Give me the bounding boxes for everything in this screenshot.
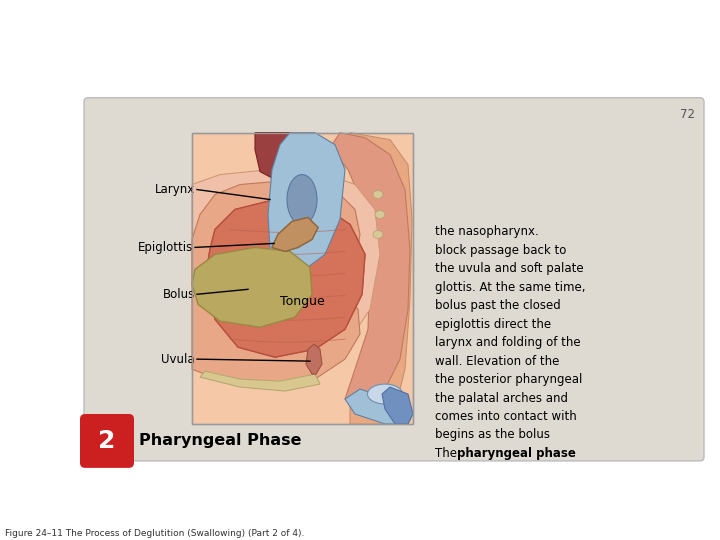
Text: Bolus: Bolus <box>163 288 195 301</box>
Polygon shape <box>272 218 318 252</box>
Text: begins as the bolus: begins as the bolus <box>435 428 550 442</box>
Text: Uvula: Uvula <box>161 353 195 366</box>
Text: the palatal arches and: the palatal arches and <box>435 392 568 404</box>
Text: glottis. At the same time,: glottis. At the same time, <box>435 281 585 294</box>
Text: comes into contact with: comes into contact with <box>435 410 577 423</box>
Text: Pharyngeal Phase: Pharyngeal Phase <box>139 434 302 448</box>
Polygon shape <box>200 371 320 391</box>
Text: the posterior pharyngeal: the posterior pharyngeal <box>435 373 582 386</box>
Polygon shape <box>192 181 360 389</box>
Polygon shape <box>340 133 412 424</box>
Polygon shape <box>205 199 365 357</box>
Polygon shape <box>306 344 322 374</box>
Text: Figure 24–11 The Process of Deglutition (Swallowing) (Part 2 of 4).: Figure 24–11 The Process of Deglutition … <box>5 529 305 538</box>
Polygon shape <box>192 170 380 377</box>
Polygon shape <box>192 247 312 327</box>
Text: Tongue: Tongue <box>279 295 325 308</box>
Polygon shape <box>268 133 345 269</box>
Text: Larynx: Larynx <box>155 183 195 196</box>
Text: the nasopharynx.: the nasopharynx. <box>435 226 539 239</box>
FancyBboxPatch shape <box>84 98 704 461</box>
Text: bolus past the closed: bolus past the closed <box>435 299 561 312</box>
Text: Epiglottis: Epiglottis <box>138 241 193 254</box>
Text: 72: 72 <box>680 108 695 121</box>
Text: wall. Elevation of the: wall. Elevation of the <box>435 355 559 368</box>
Polygon shape <box>345 389 408 424</box>
Ellipse shape <box>373 191 383 199</box>
Text: The: The <box>435 447 461 460</box>
Text: epiglottis direct the: epiglottis direct the <box>435 318 551 330</box>
Ellipse shape <box>373 231 383 239</box>
Polygon shape <box>330 133 410 404</box>
FancyBboxPatch shape <box>80 414 134 468</box>
Polygon shape <box>255 133 295 180</box>
Text: block passage back to: block passage back to <box>435 244 567 257</box>
Polygon shape <box>205 199 365 357</box>
Text: 2: 2 <box>99 429 116 453</box>
Ellipse shape <box>287 174 317 225</box>
Ellipse shape <box>375 211 385 219</box>
Polygon shape <box>272 218 318 252</box>
Polygon shape <box>382 387 413 424</box>
Text: pharyngeal phase: pharyngeal phase <box>457 447 576 460</box>
FancyBboxPatch shape <box>192 133 413 424</box>
Text: the uvula and soft palate: the uvula and soft palate <box>435 262 584 275</box>
Text: larynx and folding of the: larynx and folding of the <box>435 336 580 349</box>
Ellipse shape <box>367 384 402 404</box>
